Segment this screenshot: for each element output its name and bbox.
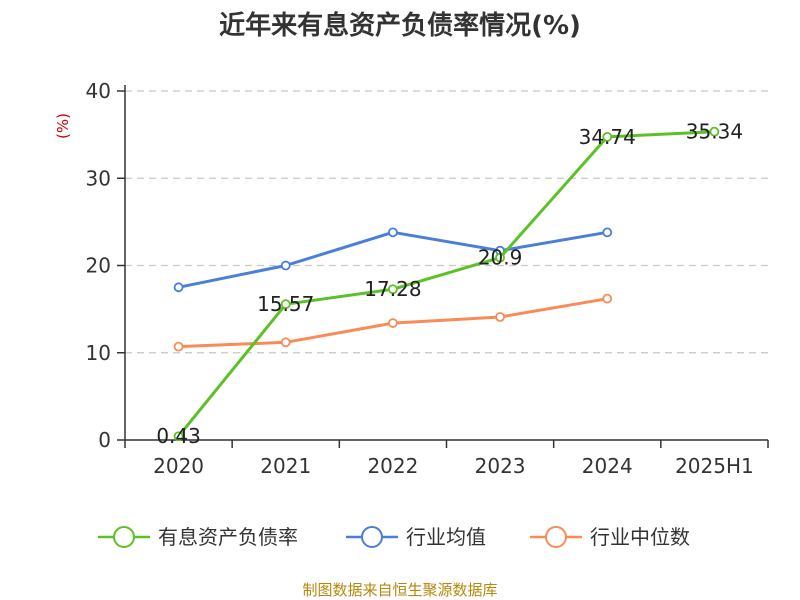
legend-label-2: 行业中位数 [590,525,690,549]
legend-marker-1 [361,526,383,548]
x-tick-label: 2024 [582,454,633,478]
data-point [280,299,291,310]
data-point [280,337,291,348]
legend-marker-0 [113,526,135,548]
data-point [388,284,398,295]
data-label: 34.74 [579,125,636,149]
series-group [173,126,720,442]
data-point [602,131,613,142]
data-point [388,227,398,238]
legend-label-1: 行业均值 [406,525,486,549]
x-tick-label: 2022 [367,454,418,478]
data-point [602,227,613,238]
data-label: 35.34 [686,120,743,144]
data-point [388,318,398,328]
legend: 有息资产负债率 行业均值 行业中位数 [98,525,690,549]
data-label: 20.9 [478,246,523,270]
y-axis-label: (%) [54,113,72,139]
data-label: 15.57 [257,292,314,316]
data-labels: 0.43 15.57 17.28 20.9 34.74 35.34 [156,120,743,449]
data-point [602,293,613,304]
data-point [173,341,184,352]
data-label: 0.43 [156,424,201,448]
chart-title: 近年来有息资产负债率情况(%) [219,10,581,41]
x-tick-label: 2025H1 [675,454,754,478]
y-tick-label: 0 [98,428,111,452]
x-tick-label: 2020 [153,454,204,478]
data-point [709,126,720,137]
data-point [173,282,184,293]
series-line-0 [177,130,715,438]
tick-labels: 0 10 20 30 40 2020 2021 2022 2023 2024 2025H1 [86,79,754,478]
data-point [495,252,505,263]
legend-marker-2 [545,526,567,548]
source-note: 制图数据来自恒生聚源数据库 [302,581,497,599]
data-label: 17.28 [364,277,421,301]
axes [117,85,769,448]
grid-lines [125,90,768,354]
x-tick-label: 2021 [260,454,311,478]
y-tick-label: 40 [86,79,111,103]
y-tick-label: 30 [86,166,111,190]
data-point [280,260,291,271]
legend-label-0: 有息资产负债率 [158,525,298,549]
data-point [173,431,184,442]
x-tick-label: 2023 [475,454,526,478]
data-point [495,312,505,322]
y-tick-label: 20 [86,254,111,278]
y-tick-label: 10 [86,341,111,365]
